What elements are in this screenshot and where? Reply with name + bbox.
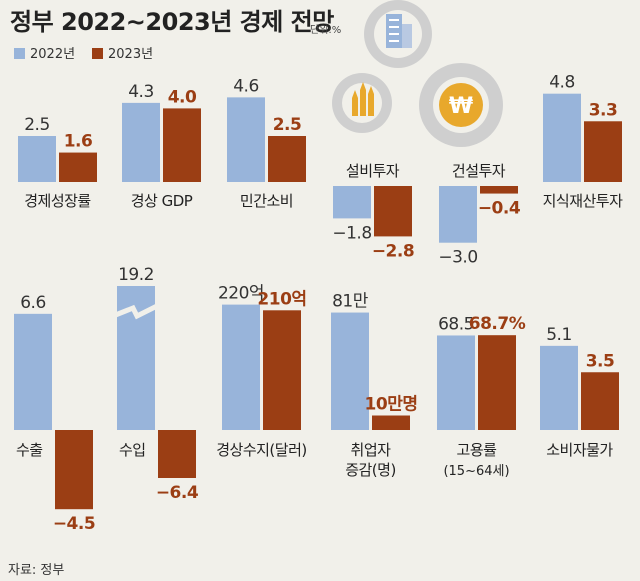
bar-growth-2023 bbox=[59, 152, 97, 182]
bar-consumption-2023 bbox=[268, 136, 306, 182]
value-label-gdp-2022: 4.3 bbox=[128, 82, 154, 102]
category-label-facility-investment: 설비투자 bbox=[346, 162, 400, 180]
value-label-consumption-2023: 2.5 bbox=[273, 115, 302, 135]
bar-employment-change-2022 bbox=[331, 312, 369, 430]
value-label-facility-investment-2022: −1.8 bbox=[332, 223, 371, 243]
value-label-ip-investment-2023: 3.3 bbox=[589, 100, 618, 120]
value-label-growth-2022: 2.5 bbox=[24, 115, 50, 135]
category-label-current-account: 경상수지(달러) bbox=[216, 441, 307, 459]
bar-gdp-2023 bbox=[163, 108, 201, 182]
value-label-exports-2023: −4.5 bbox=[53, 514, 95, 534]
bar-growth-2022 bbox=[18, 136, 56, 182]
bar-employment-change-2023 bbox=[372, 415, 410, 430]
axis-break-mark bbox=[102, 299, 167, 323]
value-label-construction-investment-2023: −0.4 bbox=[478, 199, 521, 219]
legend-label-2022: 2022년 bbox=[30, 47, 75, 62]
category-label-consumption: 민간소비 bbox=[240, 192, 293, 210]
category-label-growth: 경제성장률 bbox=[24, 192, 91, 210]
value-label-current-account-2023: 210억 bbox=[257, 289, 306, 309]
bar-imports-2023 bbox=[158, 430, 196, 478]
legend-swatch-2023 bbox=[92, 48, 103, 59]
gear-won-icon: ₩ bbox=[419, 63, 503, 147]
bar-current-account-2022 bbox=[222, 304, 260, 430]
bar-employment-rate-2023 bbox=[478, 335, 516, 430]
bar-exports-2023 bbox=[55, 430, 93, 510]
bar-employment-rate-2022 bbox=[437, 335, 475, 430]
source-note: 자료: 정부 bbox=[8, 563, 64, 578]
category-label-construction-investment: 건설투자 bbox=[452, 162, 506, 180]
gear-building-icon bbox=[364, 0, 432, 68]
category-label-employment-rate-line1: 고용률 bbox=[457, 441, 498, 459]
value-label-cpi-2023: 3.5 bbox=[586, 351, 615, 371]
category-label-gdp: 경상 GDP bbox=[131, 192, 193, 210]
legend-swatch-2022 bbox=[14, 48, 25, 59]
bar-ip-investment-2022 bbox=[543, 93, 581, 182]
value-label-employment-change-2022: 81만 bbox=[332, 292, 369, 312]
value-label-ip-investment-2022: 4.8 bbox=[549, 73, 575, 93]
value-label-imports-2023: −6.4 bbox=[156, 483, 199, 503]
bar-consumption-2022 bbox=[227, 97, 265, 182]
bar-facility-investment-2023 bbox=[374, 186, 412, 237]
bar-gdp-2022 bbox=[122, 102, 160, 182]
value-label-gdp-2023: 4.0 bbox=[168, 87, 197, 107]
page-title: 정부 2022~2023년 경제 전망 bbox=[10, 8, 334, 36]
category-label-employment-rate-line2: (15~64세) bbox=[443, 464, 509, 479]
value-label-employment-rate-2023: 68.7% bbox=[469, 314, 526, 334]
bar-ip-investment-2023 bbox=[584, 121, 622, 182]
value-label-construction-investment-2022: −3.0 bbox=[438, 248, 477, 268]
category-label-exports: 수출 bbox=[16, 441, 43, 459]
svg-text:₩: ₩ bbox=[449, 94, 473, 119]
bar-cpi-2023 bbox=[581, 372, 619, 430]
value-label-imports-2022: 19.2 bbox=[118, 265, 154, 285]
gear-arrows-icon bbox=[332, 73, 392, 133]
bars-layer: 2.5 1.6 경제성장률 4.3 4.0 경상 GDP 4.6 2.5 민간소비 −1.8−2.… bbox=[14, 73, 624, 534]
category-label-employment-change-line2: 증감(명) bbox=[345, 461, 396, 479]
value-label-growth-2023: 1.6 bbox=[64, 132, 93, 152]
legend-label-2023: 2023년 bbox=[108, 47, 153, 62]
category-label-ip-investment: 지식재산투자 bbox=[543, 192, 624, 210]
value-label-employment-change-2023: 10만명 bbox=[365, 395, 418, 415]
value-label-consumption-2022: 4.6 bbox=[233, 76, 259, 96]
value-label-employment-rate-2022: 68.5 bbox=[438, 314, 474, 334]
bar-construction-investment-2023 bbox=[480, 186, 518, 194]
value-label-cpi-2022: 5.1 bbox=[546, 325, 572, 345]
bar-exports-2022 bbox=[14, 313, 52, 430]
unit-label: 단위:% bbox=[310, 23, 341, 36]
value-label-exports-2022: 6.6 bbox=[20, 293, 46, 313]
category-label-imports: 수입 bbox=[119, 441, 146, 459]
category-label-cpi: 소비자물가 bbox=[546, 441, 613, 459]
bar-construction-investment-2022 bbox=[439, 186, 477, 243]
value-label-current-account-2022: 220억 bbox=[218, 284, 264, 304]
value-label-facility-investment-2023: −2.8 bbox=[372, 241, 414, 261]
bar-current-account-2023 bbox=[263, 310, 301, 430]
bar-cpi-2022 bbox=[540, 345, 578, 430]
category-label-employment-change-line1: 취업자 bbox=[351, 441, 392, 459]
bar-facility-investment-2022 bbox=[333, 186, 371, 219]
